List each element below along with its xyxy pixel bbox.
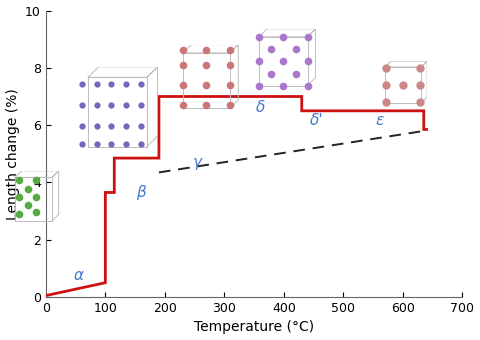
Text: δ': δ' xyxy=(310,113,324,128)
Text: δ: δ xyxy=(255,100,265,116)
Text: α: α xyxy=(73,268,84,283)
Text: γ: γ xyxy=(193,155,202,170)
Y-axis label: Length change (%): Length change (%) xyxy=(6,88,20,220)
Text: β: β xyxy=(136,185,146,200)
Text: ε: ε xyxy=(375,113,383,128)
X-axis label: Temperature (°C): Temperature (°C) xyxy=(194,320,314,335)
